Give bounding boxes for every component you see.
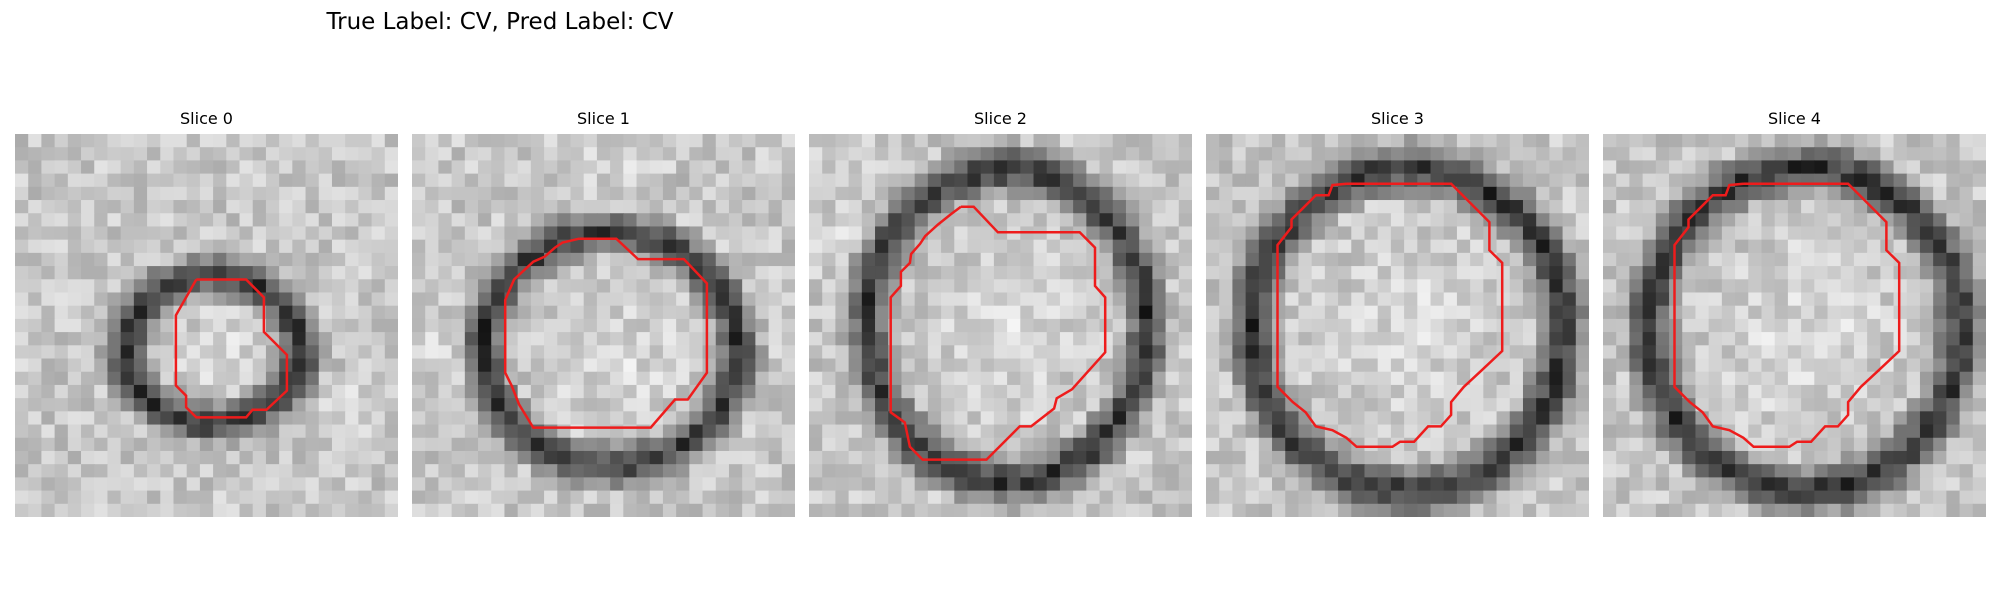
slice-1-contour — [503, 237, 709, 429]
slice-2-pixels — [809, 134, 1192, 517]
slice-0-pixels — [15, 134, 398, 517]
slice-3-pixels — [1206, 134, 1589, 517]
slice-4-contour — [1673, 182, 1901, 449]
panel-title-slice-1: Slice 1 — [577, 109, 630, 128]
slice-0-image — [15, 134, 398, 517]
slice-0-contour — [174, 278, 289, 419]
slice-4-image — [1603, 134, 1986, 517]
slice-3-image — [1206, 134, 1589, 517]
figure-title: True Label: CV, Pred Label: CV — [326, 9, 674, 35]
panel-title-slice-4: Slice 4 — [1768, 109, 1821, 128]
panel-title-slice-2: Slice 2 — [974, 109, 1027, 128]
slice-2-contour — [889, 205, 1107, 461]
panel-title-slice-3: Slice 3 — [1371, 109, 1424, 128]
slice-1-pixels — [412, 134, 795, 517]
slice-2-image — [809, 134, 1192, 517]
slice-4-pixels — [1603, 134, 1986, 517]
slice-3-contour — [1276, 182, 1504, 449]
slice-1-image — [412, 134, 795, 517]
panel-title-slice-0: Slice 0 — [180, 109, 233, 128]
